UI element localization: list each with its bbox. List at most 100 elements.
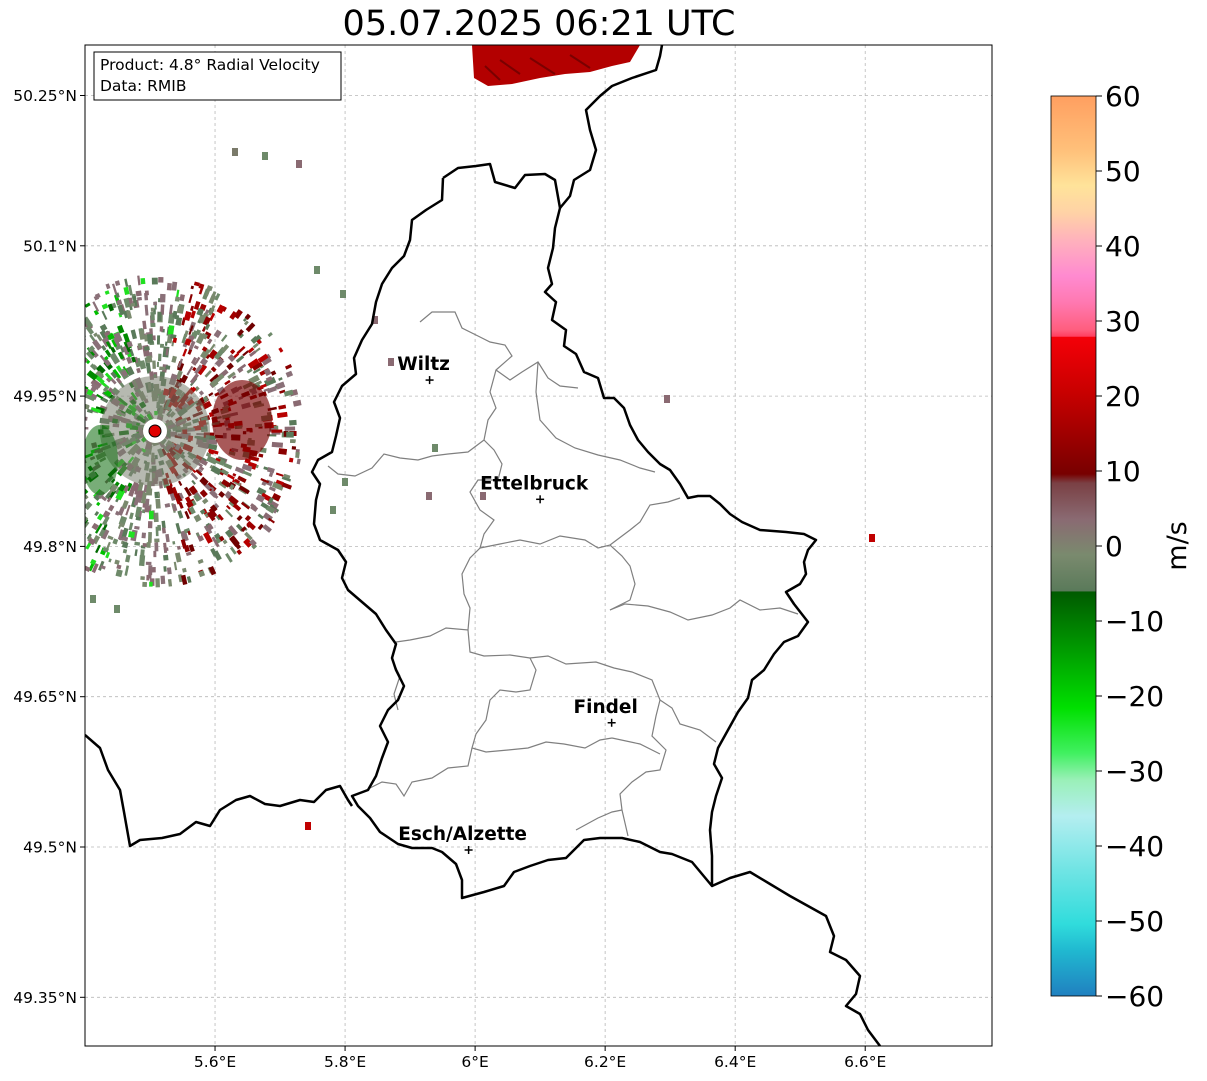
echo-pixel (158, 276, 164, 283)
echo-pixel (206, 455, 218, 465)
echo-pixel (104, 355, 109, 361)
echo-pixel (175, 370, 183, 381)
echo-pixel (87, 345, 96, 353)
echo-pixel (195, 329, 202, 336)
echo-pixel (190, 310, 196, 319)
y-tick-label: 49.65°N (13, 688, 77, 706)
echo-pixel (204, 370, 212, 378)
echo-pixel (118, 483, 126, 492)
echo-pixel (105, 551, 111, 559)
echo-pixel (100, 495, 107, 502)
echo-pixel (22, 489, 29, 495)
echo-pixel (169, 304, 174, 315)
echo-pixel (85, 402, 90, 409)
echo-pixel (263, 368, 272, 377)
echo-pixel (159, 343, 164, 348)
echo-pixel (59, 424, 68, 429)
echo-pixel (121, 500, 129, 509)
echo-pixel (76, 356, 83, 363)
echo-pixel (56, 372, 67, 381)
echo-pixel (90, 558, 97, 566)
echo-pixel (55, 429, 60, 433)
echo-pixel (122, 548, 128, 554)
echo-pixel (225, 552, 233, 563)
echo-pixel (194, 364, 203, 375)
echo-pixel (266, 467, 275, 474)
echo-pixel (76, 336, 82, 342)
echo-pixel (64, 486, 72, 493)
echo-pixel (198, 570, 206, 578)
echo-pixel (177, 510, 184, 519)
echo-pixel (52, 449, 62, 453)
echo-pixel (47, 527, 52, 532)
echo-pixel (94, 370, 105, 381)
echo-pixel (217, 513, 224, 521)
echo-pixel (15, 466, 22, 472)
echo-pixel (147, 333, 154, 344)
echo-pixel (55, 507, 63, 514)
echo-pixel (26, 380, 32, 387)
colorbar-tick-label: −10 (1105, 605, 1164, 638)
echo-pixel (116, 299, 123, 306)
y-tick-label: 49.95°N (13, 388, 77, 406)
echo-pixel (116, 564, 122, 570)
echo-pixel (193, 300, 201, 310)
echo-pixel (102, 546, 110, 553)
echo-pixel (244, 515, 252, 522)
echo-pixel (136, 367, 141, 374)
echo-pixel (224, 490, 232, 498)
echo-pixel (240, 526, 247, 533)
echo-pixel (190, 356, 198, 365)
echo-pixel (664, 395, 670, 403)
echo-pixel (69, 338, 77, 346)
echo-pixel (130, 329, 138, 340)
echo-pixel (128, 530, 136, 539)
echo-pixel (199, 508, 206, 515)
echo-pixel (35, 374, 46, 381)
echo-pixel (61, 418, 71, 424)
x-tick-label: 5.6°E (194, 1053, 236, 1071)
echo-pixel (243, 320, 249, 326)
echo-pixel (49, 377, 54, 382)
echo-core-green (85, 425, 118, 495)
echo-pixel (55, 488, 61, 494)
graticule (85, 45, 992, 1046)
echo-pixel (56, 410, 65, 416)
echo-pixel (96, 334, 103, 342)
echo-pixel (45, 413, 50, 416)
echo-pixel (62, 341, 69, 348)
echo-pixel (29, 478, 38, 485)
echo-pixel (211, 536, 220, 548)
echo-pixel (26, 450, 37, 458)
echo-pixel (288, 457, 294, 463)
echo-pixel (228, 484, 235, 491)
echo-pixel (62, 431, 69, 436)
colorbar-tick-label: −50 (1105, 905, 1164, 938)
echo-pixel (96, 393, 104, 400)
echo-pixel (241, 501, 250, 510)
echo-pixel (17, 431, 23, 435)
echo-pixel (51, 336, 57, 342)
echo-pixel (95, 523, 103, 534)
echo-pixel (134, 525, 140, 530)
echo-pixel (223, 462, 233, 470)
echo-pixel (52, 410, 62, 416)
echo-pixel (195, 532, 200, 537)
echo-pixel (16, 373, 24, 378)
echo-pixel (218, 535, 225, 542)
echo-pixel (236, 549, 243, 555)
echo-pixel (109, 352, 121, 365)
echo-pixel (66, 314, 74, 322)
echo-pixel (187, 349, 193, 355)
echo-pixel (90, 406, 102, 414)
city-findel: Findel (574, 697, 638, 727)
echo-pixel (202, 316, 212, 326)
echo-pixel (214, 357, 225, 368)
echo-pixel (432, 444, 438, 452)
echo-pixel (41, 455, 50, 459)
echo-pixel (188, 293, 193, 304)
echo-pixel (237, 475, 247, 484)
echo-pixel (45, 452, 56, 460)
echo-pixel (271, 492, 281, 502)
echo-pixel (342, 478, 348, 486)
